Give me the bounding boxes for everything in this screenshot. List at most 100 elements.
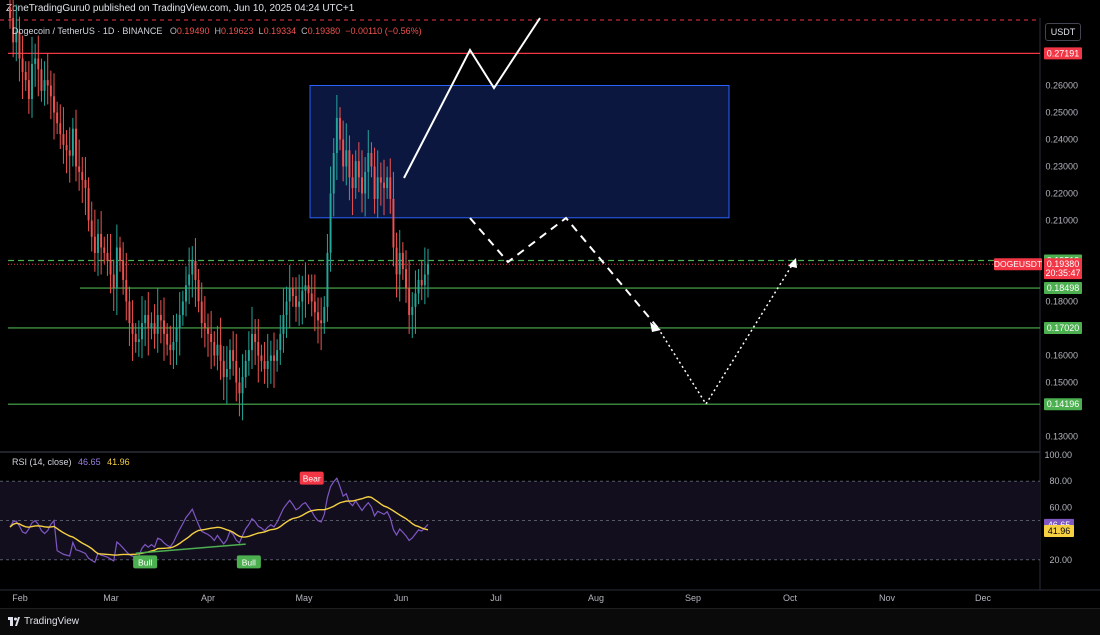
- candle-body: [109, 261, 112, 275]
- price-axis[interactable]: 0.26000 0.25000 0.24000 0.23000 0.22000 0.210…: [994, 47, 1082, 442]
- time-tick-label[interactable]: Sep: [685, 593, 701, 603]
- time-tick-label[interactable]: Jun: [394, 593, 409, 603]
- candle: [361, 150, 363, 213]
- candle-body: [329, 193, 332, 253]
- price-tick-label: 0.21000: [1045, 216, 1078, 226]
- time-tick-label[interactable]: Oct: [783, 593, 798, 603]
- candle: [53, 73, 55, 140]
- candle: [150, 312, 153, 340]
- candle-body: [339, 117, 341, 140]
- candle: [78, 139, 81, 191]
- time-tick-label[interactable]: Feb: [12, 593, 28, 603]
- candle-body: [53, 96, 55, 113]
- candle: [166, 323, 169, 356]
- recovery-projection-path[interactable]: [657, 261, 795, 406]
- rsi-title[interactable]: RSI (14, close): [12, 457, 72, 467]
- tradingview-logo-icon[interactable]: [8, 617, 20, 626]
- candle: [323, 296, 326, 334]
- time-axis[interactable]: Feb Mar Apr May Jun Jul Aug Sep Oct Nov Dec: [12, 593, 991, 603]
- candle-body: [427, 263, 429, 275]
- candle-body: [62, 134, 65, 145]
- price-tick-label: 0.24000: [1045, 135, 1078, 145]
- candle: [134, 323, 137, 353]
- candle: [100, 211, 103, 275]
- candle: [405, 250, 407, 303]
- candle-body: [301, 290, 304, 302]
- time-tick-label[interactable]: Nov: [879, 593, 896, 603]
- rsi-label-text: 41.96: [1048, 526, 1071, 536]
- time-tick-label[interactable]: Apr: [201, 593, 215, 603]
- footer-brand[interactable]: TradingView: [24, 616, 80, 627]
- candle-body: [210, 333, 213, 342]
- time-tick-label[interactable]: May: [295, 593, 313, 603]
- signal-tag-bg: [299, 471, 324, 485]
- price-label-bg: [1044, 321, 1082, 334]
- candle-body: [15, 31, 18, 43]
- supply-zone[interactable]: [309, 85, 730, 219]
- candle-body: [216, 344, 219, 356]
- symbol-title[interactable]: Dogecoin / TetherUS · 1D · BINANCE: [12, 26, 163, 36]
- candle-body: [269, 355, 272, 361]
- candle: [97, 219, 99, 276]
- candle: [194, 238, 197, 307]
- rsi-tick-label: 80.00: [1049, 476, 1072, 486]
- candle-body: [332, 153, 335, 194]
- candle: [364, 157, 367, 217]
- candle-body: [244, 360, 247, 378]
- candle: [326, 234, 329, 322]
- signal-tag-bg: [236, 555, 261, 569]
- candle-body: [313, 301, 316, 313]
- candle-body: [56, 112, 59, 124]
- signal-tag-text: Bull: [242, 557, 256, 567]
- candlestick-series: [9, 0, 429, 421]
- rsi-line[interactable]: [9, 477, 429, 564]
- candle-body: [75, 128, 77, 167]
- candle: [62, 107, 65, 164]
- candle-body: [191, 261, 194, 275]
- candle: [153, 304, 156, 349]
- candle-body: [266, 360, 269, 369]
- symbol-tag-text: DOGEUSDT: [994, 259, 1042, 269]
- price-tick-label: 0.22000: [1045, 189, 1078, 199]
- candle: [27, 61, 30, 114]
- time-tick-label[interactable]: Mar: [103, 593, 119, 603]
- time-tick-label[interactable]: Aug: [588, 593, 604, 603]
- price-label-text: 0.17020: [1047, 323, 1080, 333]
- bullish-projection-path[interactable]: [403, 17, 541, 179]
- price-tick-label: 0.23000: [1045, 162, 1078, 172]
- candle-body: [376, 177, 379, 199]
- candle-body: [153, 323, 156, 334]
- time-tick-label[interactable]: Jul: [490, 593, 502, 603]
- candle-body: [298, 301, 301, 307]
- candle: [298, 274, 301, 326]
- price-label-text: 0.27191: [1047, 48, 1080, 58]
- candle: [408, 261, 411, 334]
- candle: [75, 109, 77, 182]
- projection-drawings[interactable]: [403, 17, 797, 406]
- candle: [141, 296, 143, 359]
- candle: [46, 53, 49, 105]
- candle: [128, 286, 131, 347]
- price-chart[interactable]: 0.26000 0.25000 0.24000 0.23000 0.22000 0.210…: [0, 0, 1100, 608]
- rsi-ma-line: [9, 496, 429, 556]
- candle-body: [345, 150, 348, 167]
- supply-zone-box[interactable]: [309, 85, 730, 219]
- candle: [367, 130, 370, 199]
- candle: [282, 288, 285, 353]
- candle-body: [222, 360, 225, 378]
- candle: [169, 325, 172, 365]
- candle-body: [9, 7, 11, 18]
- candle: [119, 236, 121, 272]
- rsi-ma-current-label: 41.96: [1044, 525, 1074, 538]
- price-axis-label: 0.27191: [1044, 47, 1082, 60]
- time-tick-label[interactable]: Dec: [975, 593, 992, 603]
- bearish-projection-path[interactable]: [469, 216, 659, 329]
- candle-body: [34, 58, 37, 64]
- candle-body: [276, 350, 279, 361]
- currency-button[interactable]: USDT: [1045, 23, 1081, 41]
- bear-signal-tag: Bear: [299, 471, 324, 485]
- candle-body: [115, 247, 118, 288]
- horizontal-levels[interactable]: [8, 52, 1040, 405]
- candle-body: [185, 285, 187, 302]
